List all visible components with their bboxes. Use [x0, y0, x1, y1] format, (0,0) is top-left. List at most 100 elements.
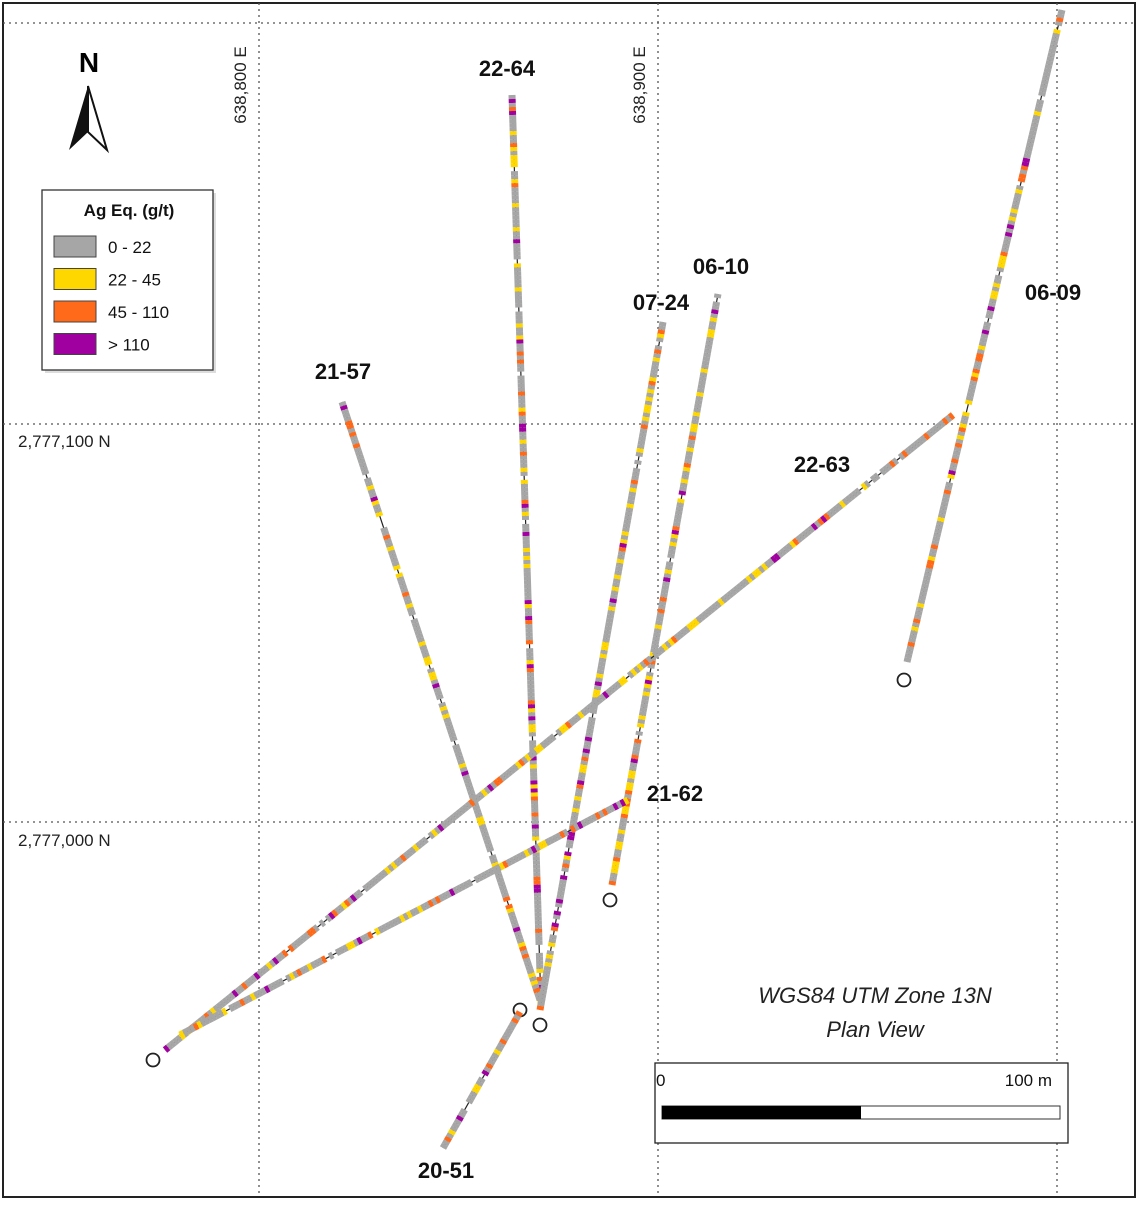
assay-interval: [418, 838, 426, 847]
assay-interval: [658, 604, 666, 610]
assay-interval: [339, 404, 348, 411]
assay-interval: [907, 444, 915, 453]
assay-interval: [643, 683, 652, 689]
assay-interval: [475, 1080, 484, 1087]
assay-interval: [501, 860, 509, 869]
assay-interval: [532, 987, 541, 994]
assay-interval: [380, 526, 389, 533]
easting-label: 638,900 E: [630, 46, 649, 124]
assay-interval: [616, 837, 624, 843]
assay-interval: [851, 490, 859, 499]
assay-interval: [459, 766, 468, 773]
assay-interval: [646, 671, 654, 677]
assay-interval: [542, 738, 551, 747]
assay-interval: [660, 588, 669, 595]
assay-interval: [565, 843, 574, 849]
assay-interval: [631, 754, 639, 760]
assay-interval: [933, 532, 942, 538]
assay-interval: [572, 803, 581, 809]
assay-interval: [299, 934, 308, 943]
assay-interval: [500, 888, 509, 895]
assay-interval: [420, 903, 427, 912]
assay-interval: [1039, 87, 1047, 93]
assay-interval: [594, 681, 603, 687]
assay-interval: [346, 896, 355, 905]
assay-interval: [1026, 141, 1034, 148]
assay-interval: [189, 1024, 196, 1033]
assay-interval: [268, 959, 277, 968]
assay-interval: [544, 837, 552, 846]
assay-interval: [1050, 40, 1058, 46]
assay-interval: [434, 895, 442, 904]
assay-interval: [455, 1114, 464, 1122]
assay-interval: [237, 984, 246, 993]
assay-interval: [353, 446, 362, 453]
assay-interval: [299, 966, 307, 975]
assay-interval: [1057, 9, 1066, 15]
assay-interval: [991, 286, 1000, 292]
assay-interval: [1033, 110, 1042, 117]
assay-interval: [370, 496, 379, 503]
assay-interval: [462, 774, 471, 781]
assay-interval: [701, 610, 710, 619]
assay-interval: [686, 443, 695, 449]
assay-interval: [976, 348, 985, 355]
assay-interval: [513, 1013, 522, 1021]
assay-interval: [735, 582, 744, 591]
assay-interval: [714, 600, 722, 609]
collar: [896, 672, 912, 688]
assay-interval: [624, 511, 633, 517]
assay-interval: [537, 841, 545, 850]
assay-interval: [930, 544, 939, 550]
assay-interval: [385, 541, 394, 548]
assay-interval: [657, 608, 665, 614]
assay-interval: [648, 376, 657, 382]
assay-interval: [660, 592, 668, 598]
assay-interval: [527, 972, 536, 979]
assay-interval: [508, 915, 517, 922]
assay-interval: [610, 594, 618, 600]
legend-label: 0 - 22: [108, 238, 151, 257]
assay-interval: [405, 910, 413, 919]
assay-interval: [597, 665, 605, 671]
assay-interval: [549, 733, 557, 742]
assay-interval: [274, 954, 283, 963]
assay-interval: [689, 620, 697, 629]
assay-interval: [913, 614, 922, 620]
assay-interval: [360, 465, 369, 472]
assay-interval: [988, 302, 996, 308]
assay-interval: [215, 1002, 224, 1011]
assay-interval: [423, 656, 432, 663]
assay-interval: [695, 395, 704, 401]
assay-interval: [848, 492, 856, 501]
assay-interval: [288, 972, 296, 981]
assay-interval: [340, 901, 348, 910]
assay-interval: [387, 864, 395, 873]
assay-interval: [533, 746, 541, 755]
assay-interval: [530, 845, 538, 854]
assay-interval: [558, 882, 567, 889]
assay-interval: [798, 532, 806, 541]
assay-interval: [978, 341, 987, 347]
assay-interval: [384, 921, 392, 930]
assay-interval: [295, 968, 303, 977]
assay-interval: [555, 832, 563, 841]
assay-interval: [1041, 75, 1050, 82]
assay-interval: [948, 469, 956, 476]
assay-interval: [209, 1007, 218, 1016]
assay-interval: [611, 586, 620, 592]
assay-interval: [418, 640, 427, 647]
assay-interval: [667, 638, 675, 647]
assay-interval: [582, 748, 591, 754]
assay-interval: [349, 894, 358, 903]
assay-interval: [365, 881, 373, 890]
assay-interval: [327, 911, 336, 920]
assay-interval: [356, 454, 365, 461]
hole-label: 21-62: [647, 781, 703, 806]
assay-interval: [655, 616, 664, 622]
assay-interval: [638, 714, 646, 721]
assay-interval: [539, 989, 547, 995]
assay-interval: [629, 483, 638, 489]
assay-interval: [352, 938, 360, 947]
assay-interval: [955, 438, 964, 445]
